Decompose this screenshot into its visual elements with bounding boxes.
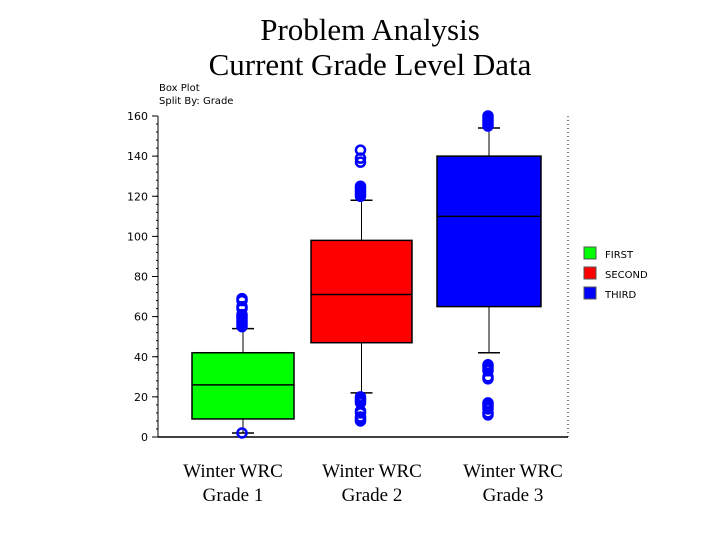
y-axis-tick-label: 80 xyxy=(134,271,148,284)
category-label-grade-3-line-1: Winter WRC xyxy=(463,461,563,482)
outlier-point-third xyxy=(482,359,494,371)
y-axis-tick-label: 20 xyxy=(134,391,148,404)
box-second xyxy=(310,239,413,344)
outlier-point-first xyxy=(236,292,248,305)
outlier-point-first xyxy=(236,427,248,439)
chart-subtitle-line-2: Split By: Grade xyxy=(159,96,234,107)
chart-title-line-1: Problem Analysis xyxy=(260,12,480,47)
chart-title-line-2: Current Grade Level Data xyxy=(208,47,532,82)
outlier-point-second xyxy=(354,391,367,403)
box-third xyxy=(436,155,542,308)
category-label-grade-2-line-2: Grade 2 xyxy=(341,485,403,506)
category-label-grade-2: Winter WRC Grade 2 xyxy=(297,460,447,508)
category-label-grade-2-line-1: Winter WRC xyxy=(322,461,422,482)
category-label-grade-3: Winter WRC Grade 3 xyxy=(438,460,588,508)
outlier-point-third xyxy=(482,110,494,122)
legend-label-first: FIRST xyxy=(605,250,634,261)
category-label-grade-1-line-2: Grade 1 xyxy=(202,485,264,506)
y-axis-tick-label: 140 xyxy=(127,150,148,163)
y-axis-tick-label: 40 xyxy=(134,351,148,364)
box-first xyxy=(191,351,295,420)
y-axis-tick-label: 60 xyxy=(134,311,148,324)
category-label-grade-3-line-2: Grade 3 xyxy=(482,485,544,506)
chart-title: Problem Analysis Current Grade Level Dat… xyxy=(150,12,590,82)
category-label-grade-1: Winter WRC Grade 1 xyxy=(158,460,308,508)
y-axis-tick-label: 100 xyxy=(127,230,148,243)
legend-swatch-second xyxy=(583,266,597,280)
legend-swatch-first xyxy=(583,246,597,260)
outlier-point-second xyxy=(354,180,367,192)
outlier-point-second xyxy=(354,411,367,423)
legend-label-second: SECOND xyxy=(605,270,648,281)
outlier-point-second xyxy=(354,156,367,168)
y-axis-tick-label: 120 xyxy=(127,190,148,203)
category-label-grade-1-line-1: Winter WRC xyxy=(183,461,283,482)
outlier-point-second xyxy=(354,144,367,156)
y-axis-tick-label: 0 xyxy=(141,431,148,444)
legend-swatch-third xyxy=(583,286,597,300)
chart-subtitle: Box Plot Split By: Grade xyxy=(159,82,233,108)
outlier-point-third xyxy=(482,397,494,409)
chart-subtitle-line-1: Box Plot xyxy=(159,83,200,94)
y-axis-tick-label: 160 xyxy=(127,110,148,123)
legend-label-third: THIRD xyxy=(604,290,637,301)
